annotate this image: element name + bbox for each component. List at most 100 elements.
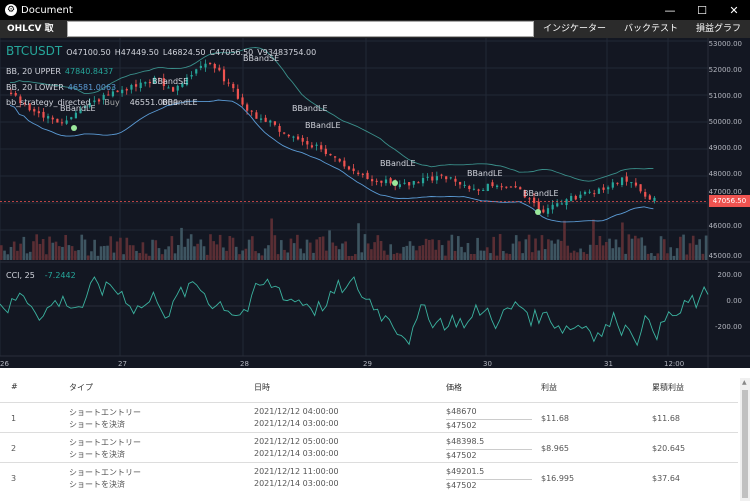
candle — [107, 94, 110, 96]
candle — [375, 180, 378, 182]
candle — [454, 178, 457, 182]
backtest-menu[interactable]: バックテスト — [623, 24, 678, 34]
minimize-icon[interactable]: — — [664, 3, 676, 17]
candle — [213, 63, 216, 69]
candle — [315, 144, 318, 146]
price-tick: 49000.00 — [708, 144, 742, 152]
volume-bar — [566, 245, 570, 260]
signal-label: BBandLE — [523, 189, 559, 198]
volume-bar — [508, 253, 512, 260]
row-date-entry: 2021/12/12 04:00:00 — [254, 407, 339, 416]
row-cumulative: $37.64 — [652, 474, 680, 483]
volume-bar — [205, 254, 209, 260]
candle — [634, 182, 638, 186]
volume-bar — [186, 238, 190, 260]
symbol-input[interactable] — [67, 21, 534, 37]
candle — [602, 187, 605, 190]
volume-bar — [341, 243, 344, 260]
header-index: # — [11, 382, 18, 391]
candle — [500, 186, 503, 188]
price-tick: 51000.00 — [708, 92, 742, 100]
volume-bar — [386, 254, 389, 260]
table-row[interactable]: 2 ショートエントリー ショートを決済 2021/12/12 05:00:00 … — [0, 432, 738, 462]
volume-bar — [563, 220, 566, 260]
open-value: O47100.50 — [66, 48, 111, 57]
volume-bar — [260, 255, 264, 260]
candle — [361, 173, 364, 175]
candle — [190, 75, 193, 77]
candle — [287, 134, 290, 137]
volume-bar — [61, 246, 64, 260]
volume-bar — [701, 253, 705, 260]
signal-label: BBandLE — [467, 169, 503, 178]
candle — [204, 63, 207, 68]
volume-bar — [621, 222, 624, 260]
price-chart[interactable]: BTCUSDT O47100.50 H47449.50 L46824.50 C4… — [0, 38, 750, 368]
volume-bar — [588, 244, 592, 260]
volume-bar — [122, 254, 125, 260]
candle — [380, 180, 383, 183]
table-row[interactable]: 1 ショートエントリー ショートを決済 2021/12/12 04:00:00 … — [0, 402, 738, 432]
scroll-up-icon[interactable]: ▲ — [742, 379, 747, 386]
volume-bar — [572, 250, 576, 260]
candle — [357, 172, 360, 175]
signal-label: BBandLE — [60, 104, 96, 113]
candle — [334, 156, 337, 158]
last-price-badge: 47056.50 — [709, 195, 750, 207]
settings-gear-icon: ⚙ — [5, 4, 17, 16]
table-row[interactable]: 3 ショートエントリー ショートを決済 2021/12/12 11:00:00 … — [0, 462, 738, 492]
cci-value: -7.2442 — [44, 271, 76, 280]
volume-bar — [57, 246, 61, 260]
candle — [301, 137, 304, 142]
fetch-ohlcv-button[interactable]: OHLCV 取得 — [7, 24, 54, 52]
close-icon[interactable]: ✕ — [729, 3, 739, 17]
candle — [121, 89, 124, 94]
volume-bar — [231, 237, 235, 260]
candle — [320, 145, 323, 150]
volume-bar — [144, 253, 148, 260]
volume-bar — [86, 255, 90, 260]
volume-bar — [382, 250, 386, 260]
volume-bar — [608, 238, 611, 260]
candle — [597, 188, 601, 194]
bb-lower-value: 46581.0063 — [67, 83, 117, 92]
volume-bar — [267, 245, 270, 260]
volume-bar — [379, 241, 383, 260]
row-type-exit: ショートを決済 — [69, 480, 125, 489]
candle — [185, 77, 189, 85]
candle — [630, 182, 633, 184]
header-price: 価格 — [446, 383, 462, 392]
candle — [60, 122, 64, 124]
date-tick: 28 — [240, 360, 249, 368]
candle — [42, 111, 45, 118]
high-value: H47449.50 — [114, 48, 159, 57]
volume-bar — [463, 252, 467, 260]
maximize-icon[interactable]: ☐ — [697, 3, 707, 17]
volume-bar — [115, 241, 119, 260]
candle — [639, 184, 642, 192]
title-bar: ⚙ Document — ☐ ✕ — [0, 0, 750, 20]
volume-bar — [257, 253, 261, 260]
chart-canvas[interactable] — [0, 38, 750, 368]
volume-bar — [151, 239, 154, 260]
signal-label: BBandLE — [380, 159, 416, 168]
volume-bar — [531, 252, 534, 260]
volume-bar — [28, 251, 32, 260]
candle — [546, 208, 550, 214]
candle — [496, 185, 499, 188]
indicator-menu[interactable]: インジケーター — [542, 24, 606, 34]
row-date-entry: 2021/12/12 05:00:00 — [254, 437, 339, 446]
scrollbar-thumb[interactable] — [742, 390, 748, 498]
volume-bar — [495, 255, 499, 260]
volume-bar — [177, 245, 180, 260]
pnl-graph-menu[interactable]: 損益グラフ — [695, 24, 741, 34]
volume-bar — [77, 250, 80, 260]
cci-label: CCI, 25 — [6, 271, 35, 280]
table-scrollbar[interactable]: ▲ — [740, 378, 750, 501]
volume-bar — [9, 246, 13, 260]
volume-bar — [289, 238, 293, 260]
volume-bar — [595, 244, 598, 260]
header-type: タイプ — [69, 383, 93, 392]
volume-bar — [347, 255, 351, 260]
